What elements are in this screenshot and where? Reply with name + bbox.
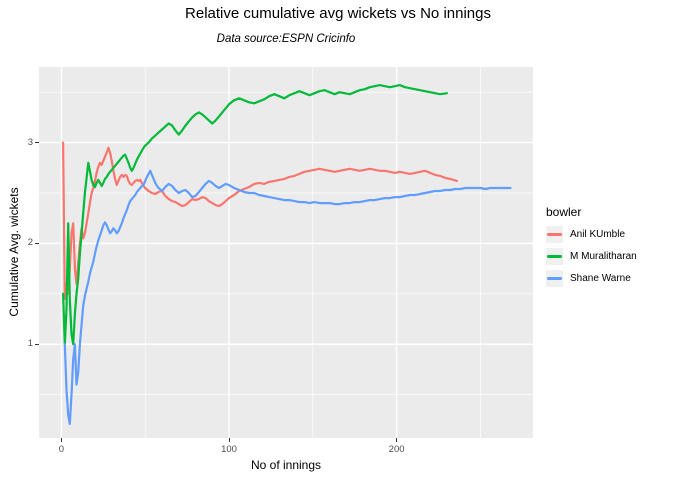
y-tick-mark <box>35 142 39 144</box>
chart-title: Relative cumulative avg wickets vs No in… <box>185 5 491 22</box>
legend-line-swatch <box>547 277 562 280</box>
legend: bowler Anil KUmble M Muralitharan Shane … <box>546 205 637 292</box>
legend-key-icon <box>546 270 563 287</box>
x-axis-title: No of innings <box>250 458 322 472</box>
legend-key-icon <box>546 226 563 243</box>
x-tick-label: 0 <box>58 444 65 455</box>
legend-key-icon <box>546 248 563 265</box>
plot-area-svg <box>39 67 533 438</box>
x-tick-label: 200 <box>388 444 405 455</box>
plot-panel <box>39 67 533 438</box>
legend-item-m-muralitharan: M Muralitharan <box>546 248 637 265</box>
chart-subtitle: Data source:ESPN Cricinfo <box>216 33 356 45</box>
legend-item-label: Shane Warne <box>570 273 631 284</box>
legend-title: bowler <box>546 205 582 219</box>
series-line-m-muralitharan <box>62 84 448 346</box>
y-axis-title: Cumulative Avg. wickets <box>7 187 21 317</box>
x-tick-mark <box>60 438 62 442</box>
y-tick-label: 3 <box>27 136 33 148</box>
series-line-anil-kumble <box>62 141 458 300</box>
legend-item-anil-kumble: Anil KUmble <box>546 226 637 243</box>
legend-item-shane-warne: Shane Warne <box>546 270 637 287</box>
legend-line-swatch <box>547 255 562 258</box>
x-tick-label: 100 <box>221 444 237 455</box>
y-tick-mark <box>35 343 39 345</box>
legend-item-label: Anil KUmble <box>570 229 626 240</box>
legend-items: Anil KUmble M Muralitharan Shane Warne <box>546 226 637 287</box>
legend-line-swatch <box>547 233 562 236</box>
x-tick-mark <box>396 438 398 442</box>
series-line-shane-warne <box>63 169 512 425</box>
y-tick-label: 2 <box>27 237 33 249</box>
y-tick-mark <box>35 242 39 244</box>
x-tick-mark <box>228 438 230 442</box>
y-tick-label: 1 <box>27 338 33 350</box>
legend-item-label: M Muralitharan <box>570 251 637 262</box>
